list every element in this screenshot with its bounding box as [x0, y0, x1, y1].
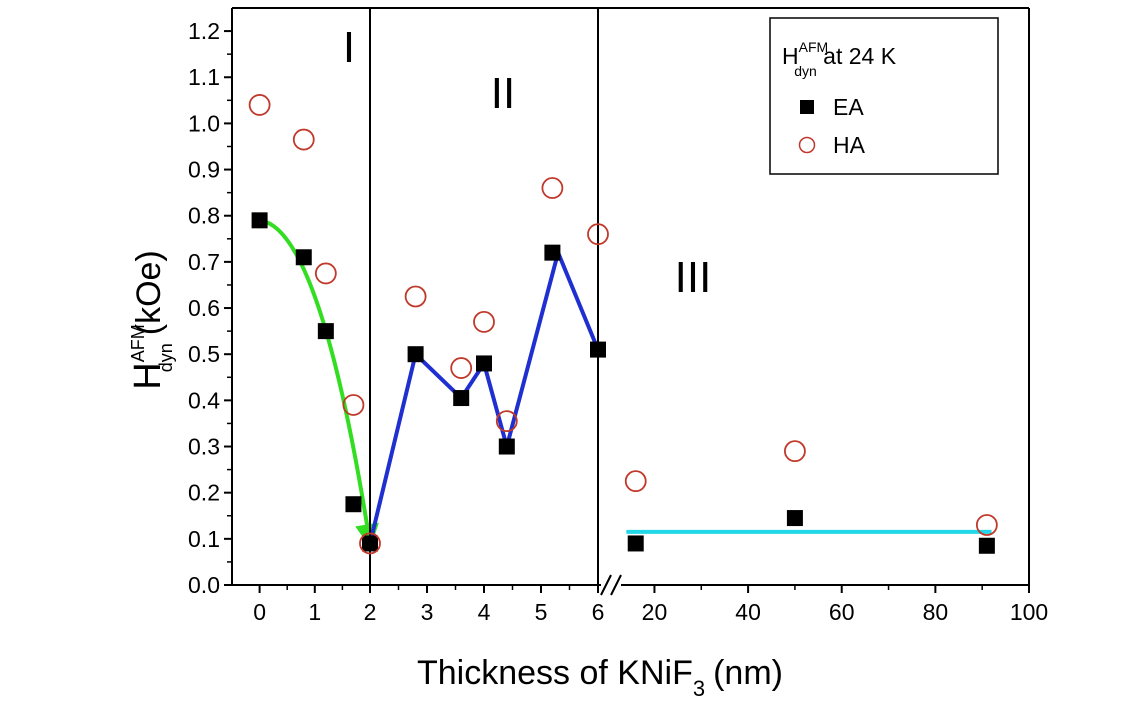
ea-point — [453, 390, 470, 407]
ea-point — [317, 323, 334, 340]
x-tick-label: 6 — [592, 599, 605, 625]
ea-point — [590, 341, 606, 358]
data-points — [248, 94, 998, 555]
x-tick-label: 1 — [308, 599, 321, 625]
y-axis-title-sub: dyn — [156, 343, 176, 372]
ha-point — [495, 410, 518, 433]
ha-point — [248, 94, 271, 116]
ha-point — [359, 532, 381, 555]
region-label: II — [491, 69, 515, 118]
y-axis-title-sup: AFM — [128, 324, 148, 362]
ha-point — [975, 514, 998, 536]
ha-point — [342, 394, 365, 416]
legend-title-base: H — [782, 43, 799, 69]
blue-trend-line — [368, 250, 600, 544]
y-axis-title-unit: (kOe) — [130, 250, 168, 335]
y-tick-label: 1.2 — [188, 18, 220, 44]
legend-box — [769, 17, 999, 175]
y-tick-label: 0.3 — [188, 434, 220, 460]
legend-title-sup: AFM — [799, 39, 829, 55]
ea-point — [362, 535, 378, 552]
x-axis-title: Thickness of KNiF3 (nm) — [417, 654, 783, 701]
region-label: III — [675, 253, 712, 302]
legend-ea-marker — [800, 100, 814, 114]
y-tick-label: 0.5 — [188, 341, 220, 367]
ha-point — [404, 285, 427, 308]
legend-title-suffix: at 24 K — [817, 43, 897, 69]
ea-point — [345, 496, 362, 513]
ha-point — [314, 262, 337, 285]
x-tick-label: 20 — [642, 599, 668, 625]
legend-ha-label: HA — [833, 132, 866, 158]
region-label: I — [343, 23, 355, 72]
ha-point — [292, 128, 315, 151]
legend-ha-marker — [798, 136, 816, 154]
ha-point — [587, 223, 609, 246]
x-axis-title-unit: (nm) — [713, 654, 783, 692]
ha-point — [624, 470, 647, 493]
ha-point — [473, 310, 495, 333]
plot-frame — [231, 7, 1030, 596]
ha-point — [541, 177, 564, 199]
ea-point — [295, 249, 312, 266]
y-tick-label: 0.1 — [188, 526, 220, 552]
legend-ea-label: EA — [833, 94, 864, 120]
legend-title: HAFM dyn at 24 K — [782, 39, 897, 79]
y-axis-title-base: H — [127, 362, 169, 389]
green-trend-arrow — [259, 218, 379, 549]
y-axis-title: HAFM dyn (kOe) — [127, 250, 176, 389]
y-tick-label: 0.4 — [188, 387, 220, 413]
ea-point — [786, 510, 803, 527]
ea-point — [978, 537, 995, 554]
ha-point — [784, 440, 806, 463]
y-tick-label: 0.9 — [188, 157, 220, 183]
y-axis: 0.0 0.1 0.2 0.3 0.4 0.5 0.6 0.7 0.8 0.9 1.0 1.1 1.2 — [188, 18, 232, 598]
y-tick-label: 0.0 — [188, 572, 220, 598]
ea-point — [498, 438, 515, 455]
ha-point — [450, 357, 473, 379]
y-tick-label: 0.2 — [188, 480, 220, 506]
x-tick-label: 3 — [421, 599, 434, 625]
x-axis-title-sub: 3 — [693, 676, 705, 701]
x-tick-label: 40 — [735, 599, 761, 625]
y-tick-label: 0.7 — [188, 249, 220, 275]
x-tick-label: 5 — [535, 599, 548, 625]
y-tick-label: 1.1 — [188, 64, 220, 90]
x-tick-label: 4 — [478, 599, 491, 625]
y-tick-label: 1.0 — [188, 110, 220, 136]
x-tick-label: 100 — [1010, 599, 1048, 625]
x-tick-label: 2 — [364, 599, 377, 625]
y-tick-label: 0.6 — [188, 295, 220, 321]
ea-point — [544, 244, 561, 261]
ea-point — [251, 212, 268, 229]
ea-point — [476, 355, 492, 372]
ea-point — [407, 346, 424, 363]
x-axis-title-main: Thickness of KNiF — [417, 654, 693, 692]
x-tick-label: 0 — [253, 599, 266, 625]
axis-break-mark — [610, 574, 622, 596]
ea-point — [627, 535, 644, 552]
y-tick-label: 0.8 — [188, 203, 220, 229]
legend: HAFM dyn at 24 K EA HA — [769, 17, 999, 175]
x-axis: 0 1 2 3 4 5 6 20 40 60 80 100 — [253, 585, 1048, 625]
legend-title-sub: dyn — [794, 63, 817, 79]
axis-break-mark — [600, 574, 612, 596]
x-tick-label: 80 — [923, 599, 949, 625]
x-tick-label: 60 — [829, 599, 855, 625]
